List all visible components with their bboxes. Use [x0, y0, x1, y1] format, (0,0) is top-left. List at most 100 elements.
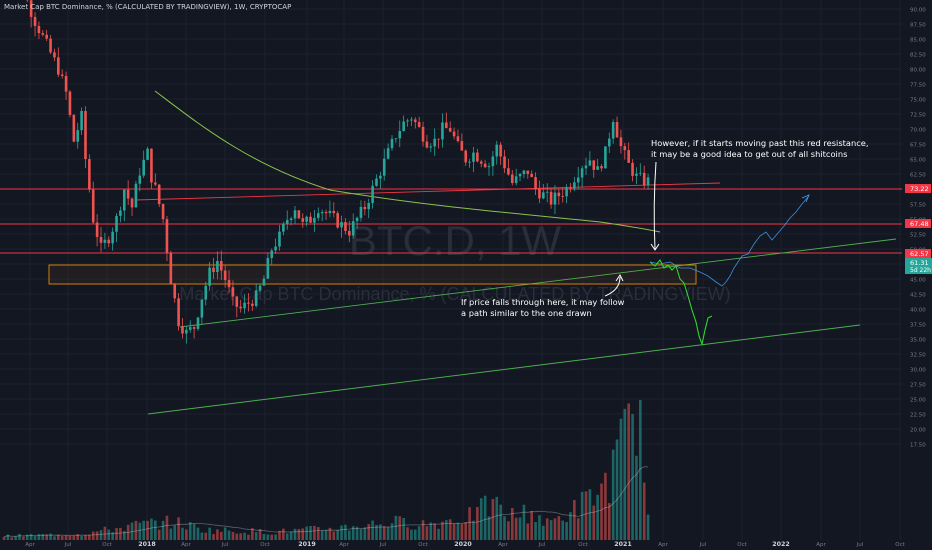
- volume-bar: [542, 525, 545, 540]
- candle-body: [538, 189, 541, 199]
- candle-body: [95, 222, 99, 238]
- candle-body: [142, 159, 145, 176]
- candle-body: [80, 110, 83, 131]
- volume-bar: [301, 528, 305, 540]
- candle-body: [351, 221, 355, 236]
- volume-bar: [561, 520, 565, 540]
- volume-bar: [425, 526, 429, 540]
- candle-body: [196, 317, 200, 329]
- candle-body: [138, 175, 142, 184]
- volume-bar: [212, 534, 215, 540]
- volume-bar: [293, 528, 297, 540]
- volume-bar: [45, 534, 48, 540]
- time-axis[interactable]: Apr Jul Oct 2018 Apr Jul Oct 2019 Apr Jul Oct 2020 A…: [25, 541, 905, 548]
- candle-body: [507, 168, 510, 175]
- volume-bar: [355, 526, 359, 540]
- volume-bar: [518, 517, 522, 540]
- time-tick: Apr: [816, 542, 826, 548]
- candle-body: [561, 196, 565, 197]
- candle-body: [604, 146, 607, 169]
- volume-bar: [530, 511, 533, 540]
- price-tick: 77.50: [910, 83, 926, 89]
- volume-bar: [72, 535, 76, 540]
- volume-bar: [289, 531, 293, 540]
- volume-bar: [181, 527, 184, 540]
- volume-moving-average: [3, 466, 649, 538]
- candle-body: [522, 170, 526, 174]
- volume-bar: [111, 532, 114, 540]
- price-tick: 75.00: [910, 98, 926, 104]
- volume-bar: [468, 507, 471, 540]
- volume-bar: [305, 526, 308, 540]
- bearish-projection-path: [649, 259, 713, 346]
- annotation-top-line2: it may be a good idea to get out of all …: [651, 149, 847, 159]
- candle-body: [254, 290, 258, 306]
- volume-bar: [200, 532, 204, 540]
- volume-bar: [472, 520, 475, 540]
- candle-body: [282, 223, 285, 232]
- resistance-high-label: 73.22: [910, 185, 929, 193]
- candle-body: [111, 231, 114, 244]
- volume-bar: [150, 518, 153, 540]
- volume-bar: [185, 529, 188, 540]
- volume-bar: [126, 524, 130, 540]
- resistance-high-label-bg: [905, 184, 931, 193]
- time-tick: 2018: [138, 541, 156, 548]
- candle-body: [476, 152, 479, 162]
- candle-body: [293, 210, 297, 219]
- price-tick: 45.00: [910, 278, 926, 284]
- volume-bar: [84, 535, 87, 540]
- volume-bar: [495, 496, 499, 540]
- candle-body: [119, 210, 122, 216]
- candle-body: [223, 270, 227, 281]
- candle-body: [340, 222, 343, 228]
- volume-bar: [514, 517, 518, 540]
- volume-bar: [6, 534, 10, 540]
- volume-bar: [588, 489, 592, 540]
- volume-bar: [600, 483, 603, 540]
- candle-body: [134, 183, 138, 208]
- candle-body: [173, 283, 177, 299]
- candle-body: [576, 177, 580, 183]
- volume-bar: [227, 530, 231, 540]
- volume-bar: [154, 520, 157, 540]
- price-tick: 72.50: [910, 113, 926, 119]
- price-tick: 22.50: [910, 413, 926, 419]
- volume-bar: [553, 518, 557, 540]
- volume-bar: [235, 533, 239, 540]
- candle-body: [615, 122, 619, 138]
- volume-bar: [332, 531, 336, 540]
- candle-body: [542, 192, 545, 199]
- volume-bar: [223, 527, 227, 540]
- volume-bar: [219, 531, 223, 540]
- candle-body: [88, 159, 91, 190]
- price-tick: 57.50: [910, 203, 926, 209]
- volume-bar: [348, 530, 351, 540]
- volume-bar: [639, 400, 642, 540]
- volume-bar: [611, 449, 615, 540]
- candle-body: [266, 257, 270, 279]
- candle-body: [499, 144, 502, 157]
- volume-bar: [285, 533, 289, 540]
- volume-bar: [297, 529, 301, 540]
- candle-body: [324, 212, 328, 214]
- candle-body: [150, 148, 153, 183]
- candle-body: [565, 187, 568, 197]
- price-tick: 40.00: [910, 308, 926, 314]
- volume-bar: [188, 522, 192, 540]
- candle-body: [130, 198, 134, 208]
- candle-body: [549, 191, 553, 205]
- candle-body: [456, 136, 460, 142]
- candle-body: [192, 327, 196, 329]
- candle-body: [57, 57, 60, 75]
- candle-body: [72, 114, 76, 142]
- candle-body: [390, 138, 394, 149]
- resistance-low-label: 62.57: [910, 250, 929, 258]
- candle-body: [177, 298, 180, 327]
- candle-body: [231, 287, 235, 297]
- candle-body: [623, 146, 627, 151]
- candle-body: [45, 34, 48, 39]
- volume-bar: [549, 520, 553, 540]
- candle-body: [569, 187, 572, 189]
